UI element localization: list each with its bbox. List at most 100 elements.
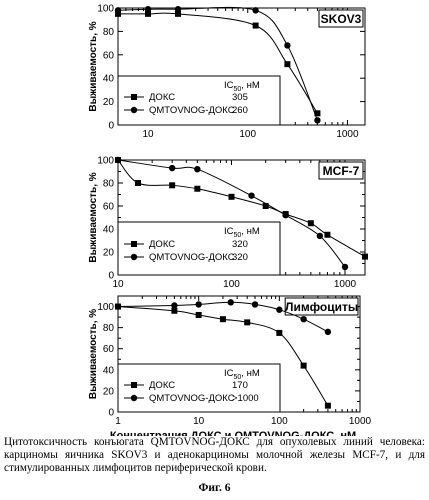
legend-marker-square [131, 382, 137, 388]
legend-series-name: QMTOVNOG-ДОКС [149, 393, 235, 404]
data-point [244, 319, 251, 326]
data-point [171, 302, 178, 309]
panel-label: SKOV3 [321, 12, 362, 26]
x-axis-label: Концентрация ДОКС и QMTOVNOG-ДОКС, нМ [110, 430, 356, 436]
data-point [252, 22, 259, 29]
panel-label-box [284, 297, 359, 316]
x-tick-label: 1000 [334, 279, 357, 290]
legend-series-name: ДОКС [149, 92, 175, 103]
data-point [248, 192, 255, 199]
legend-box [117, 75, 281, 126]
legend-ic50-value: 320 [232, 252, 248, 263]
data-point [314, 110, 321, 117]
legend-series-name: QMTOVNOG-ДОКС [149, 105, 235, 116]
y-tick-label: 0 [108, 271, 114, 282]
legend-series-name: ДОКС [149, 239, 175, 250]
data-point [134, 180, 141, 186]
panel-label: MCF-7 [323, 164, 360, 178]
legend-marker-circle [130, 106, 138, 114]
data-point [145, 10, 152, 17]
data-point [114, 7, 122, 14]
legend-marker-circle [130, 394, 138, 402]
panel-label: Лимфоциты [285, 300, 358, 314]
data-point [228, 193, 235, 200]
x-tick-label: 100 [239, 129, 256, 140]
panel-label-box [318, 161, 364, 180]
data-point [316, 232, 324, 240]
data-point [114, 303, 122, 310]
x-tick-label: 100 [223, 279, 240, 290]
figure-caption: Цитотоксичность конъюгата QMTOVNOG-ДОКС … [4, 436, 425, 474]
legend-ic50-value: 170 [232, 380, 248, 391]
legend-ic50-value: 305 [232, 92, 248, 103]
series-line [117, 306, 329, 406]
x-tick-label: 10 [193, 416, 205, 427]
data-point [262, 203, 269, 209]
y-tick-label: 20 [103, 386, 115, 397]
y-tick-label: 0 [108, 121, 114, 132]
y-tick-label: 60 [103, 50, 115, 61]
legend-series-name: ДОКС [149, 380, 175, 391]
data-point [144, 5, 152, 13]
y-tick-label: 80 [103, 323, 115, 334]
legend-ic50-value: 320 [232, 239, 248, 250]
x-tick-label: 1000 [336, 129, 359, 140]
data-point [194, 166, 201, 173]
data-point [324, 328, 332, 336]
y-tick-label: 100 [97, 302, 114, 313]
legend-ic50-value: >1000 [232, 393, 259, 404]
data-point [114, 156, 122, 164]
y-tick-label: 80 [103, 27, 115, 38]
legend-ic50-header: IC50, нМ [224, 80, 260, 93]
y-axis-label: Выживаемость, % [88, 21, 99, 111]
x-tick-label: 10 [142, 129, 154, 140]
data-point [282, 212, 289, 219]
data-point [307, 220, 314, 227]
data-point [284, 61, 291, 68]
data-point [276, 306, 283, 313]
x-tick-label: 1000 [349, 416, 372, 427]
data-point [362, 253, 368, 260]
data-point [115, 10, 121, 17]
legend-marker-circle [130, 253, 138, 261]
y-tick-label: 40 [103, 74, 115, 85]
data-point [174, 5, 182, 13]
y-tick-label: 40 [103, 225, 115, 236]
legend-box [117, 221, 281, 276]
data-point [227, 299, 234, 306]
y-tick-label: 0 [108, 408, 114, 419]
data-point [168, 164, 176, 172]
data-point [194, 185, 201, 192]
y-axis-label: Выживаемость, % [88, 309, 99, 399]
x-tick-label: 10 [112, 279, 124, 290]
x-tick-label: 1 [115, 416, 121, 427]
legend-box [117, 363, 281, 413]
data-point [175, 10, 182, 17]
data-point [284, 42, 291, 49]
y-tick-label: 80 [103, 179, 115, 190]
legend-marker-square [131, 241, 137, 247]
y-tick-label: 100 [97, 156, 114, 167]
x-tick-label: 100 [271, 416, 288, 427]
data-point [195, 301, 202, 308]
data-point [276, 329, 283, 336]
legend-series-name: QMTOVNOG-ДОКС [149, 252, 235, 263]
y-tick-label: 100 [97, 4, 114, 15]
data-point [300, 362, 307, 369]
legend-ic50-value: 260 [232, 105, 248, 116]
data-point [251, 301, 259, 308]
data-point [324, 402, 331, 409]
figure-number: Фиг. 6 [198, 482, 231, 494]
panel-label-box [318, 9, 364, 28]
data-point [169, 182, 176, 189]
legend-marker-square [131, 94, 137, 100]
y-axis-label: Выживаемость, % [88, 172, 99, 262]
data-point [252, 7, 259, 14]
data-point [171, 307, 178, 314]
series-line [117, 159, 366, 258]
y-tick-label: 20 [103, 248, 115, 259]
y-tick-label: 60 [103, 344, 115, 355]
legend-ic50-header: IC50, нМ [224, 226, 260, 239]
